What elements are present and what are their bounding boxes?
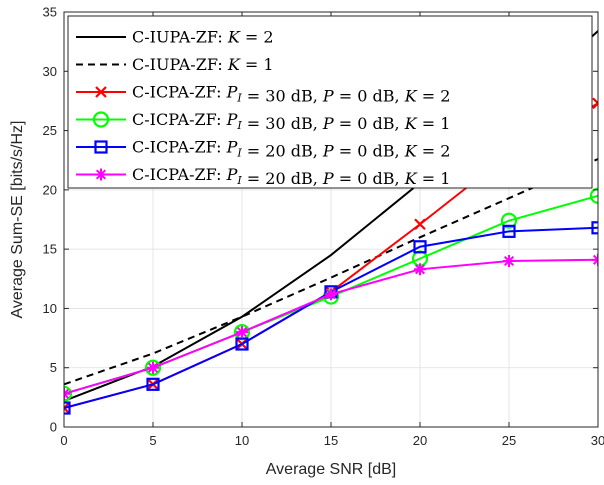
legend-text-part: = 2 bbox=[240, 28, 274, 47]
y-axis-title: Average Sum-SE [bits/s/Hz] bbox=[9, 121, 26, 319]
legend-text-part: = 0 dB, bbox=[334, 169, 405, 188]
square-marker bbox=[235, 337, 249, 351]
legend-text-part: = 20 dB, bbox=[242, 142, 323, 161]
legend-text-part: = 2 bbox=[417, 87, 451, 106]
legend-subscript: I bbox=[236, 174, 242, 187]
series-line bbox=[64, 158, 598, 386]
legend-item-4: C-ICPA-ZF: PI = 30 dB, P = 0 dB, K = 1 bbox=[76, 110, 450, 133]
legend-math: P bbox=[322, 169, 334, 188]
legend-label: C-ICPA-ZF: PI = 20 dB, P = 0 dB, K = 1 bbox=[132, 165, 450, 188]
legend-text-part: C-IUPA-ZF: bbox=[132, 55, 228, 74]
x-marker bbox=[592, 97, 598, 110]
legend-box bbox=[67, 15, 593, 189]
legend-math: K bbox=[404, 114, 418, 133]
legend-text-part: = 20 dB, bbox=[242, 169, 323, 188]
legend-text-part: C-IUPA-ZF: bbox=[132, 28, 228, 47]
legend-text-part: C-ICPA-ZF: bbox=[132, 110, 227, 129]
y-tick-label: 30 bbox=[43, 64, 57, 79]
legend-label: C-IUPA-ZF: K = 2 bbox=[132, 28, 274, 47]
legend-subscript: I bbox=[236, 92, 242, 105]
asterisk-marker bbox=[95, 168, 107, 181]
asterisk-marker bbox=[414, 263, 426, 276]
asterisk-marker bbox=[503, 255, 515, 267]
square-marker bbox=[146, 377, 160, 391]
circle-marker bbox=[589, 187, 598, 204]
x-tick-label: 20 bbox=[413, 433, 427, 448]
y-tick-label: 5 bbox=[50, 360, 57, 375]
legend-label: C-ICPA-ZF: PI = 30 dB, P = 0 dB, K = 2 bbox=[132, 83, 450, 106]
legend-subscript: I bbox=[236, 147, 242, 160]
y-tick-label: 0 bbox=[50, 420, 57, 435]
square-marker bbox=[502, 224, 516, 238]
circle-marker bbox=[500, 212, 518, 229]
x-tick-label: 0 bbox=[60, 433, 67, 448]
legend-text-part: = 2 bbox=[417, 142, 451, 161]
asterisk-marker bbox=[236, 326, 248, 339]
y-tick-label: 20 bbox=[43, 182, 57, 197]
x-tick-label: 30 bbox=[591, 433, 604, 448]
square-marker bbox=[591, 221, 598, 235]
legend-text-part: C-ICPA-ZF: bbox=[132, 165, 227, 184]
y-tick-label: 15 bbox=[43, 242, 57, 257]
legend-math: P bbox=[322, 142, 334, 161]
legend-label: C-ICPA-ZF: PI = 20 dB, P = 0 dB, K = 2 bbox=[132, 138, 450, 161]
legend-item-3: C-ICPA-ZF: PI = 30 dB, P = 0 dB, K = 2 bbox=[76, 83, 450, 106]
legend-math: P bbox=[322, 87, 334, 106]
legend-item-1: C-IUPA-ZF: K = 2 bbox=[76, 28, 274, 47]
legend-text-part: C-ICPA-ZF: bbox=[132, 138, 227, 157]
x-tick-label: 5 bbox=[149, 433, 156, 448]
legend-math: P bbox=[226, 138, 238, 157]
legend-text-part: = 30 dB, bbox=[242, 87, 323, 106]
legend-subscript: I bbox=[236, 119, 242, 132]
legend-label: C-ICPA-ZF: PI = 30 dB, P = 0 dB, K = 1 bbox=[132, 110, 450, 133]
circle-marker bbox=[144, 359, 162, 376]
legend-text-part: C-ICPA-ZF: bbox=[132, 83, 227, 102]
legend-text-part: = 0 dB, bbox=[334, 114, 405, 133]
y-tick-label: 35 bbox=[43, 5, 57, 20]
legend-math: K bbox=[404, 169, 418, 188]
asterisk-marker bbox=[325, 288, 337, 301]
square-marker bbox=[94, 140, 108, 154]
circle-marker bbox=[64, 385, 73, 402]
x-axis-title: Average SNR [dB] bbox=[266, 461, 396, 478]
legend-text-part: = 1 bbox=[417, 114, 451, 133]
x-marker bbox=[64, 402, 70, 414]
legend-math: P bbox=[226, 165, 238, 184]
legend-math: K bbox=[404, 87, 418, 106]
y-tick-label: 25 bbox=[43, 123, 57, 138]
legend-math: K bbox=[404, 142, 418, 161]
x-tick-label: 25 bbox=[502, 433, 516, 448]
legend-math: P bbox=[322, 114, 334, 133]
tick-labels: 0 5 10 15 20 25 30 0 5 10 15 20 25 30 35 bbox=[43, 5, 604, 449]
square-marker bbox=[64, 401, 71, 415]
legend: C-IUPA-ZF: K = 2C-IUPA-ZF: K = 1C-ICPA-Z… bbox=[67, 15, 593, 189]
legend-item-6: C-ICPA-ZF: PI = 20 dB, P = 0 dB, K = 1 bbox=[76, 165, 450, 188]
x-marker bbox=[95, 86, 107, 98]
legend-math: K bbox=[227, 55, 241, 74]
x-tick-label: 15 bbox=[324, 433, 338, 448]
x-tick-label: 10 bbox=[235, 433, 249, 448]
legend-text-part: = 1 bbox=[240, 55, 274, 74]
legend-label: C-IUPA-ZF: K = 1 bbox=[132, 55, 274, 74]
square-marker bbox=[413, 240, 427, 254]
legend-math: P bbox=[226, 110, 238, 129]
asterisk-marker bbox=[147, 361, 159, 374]
legend-text-part: = 0 dB, bbox=[334, 87, 405, 106]
legend-item-5: C-ICPA-ZF: PI = 20 dB, P = 0 dB, K = 2 bbox=[76, 138, 450, 161]
legend-math: P bbox=[226, 83, 238, 102]
series-6 bbox=[64, 253, 598, 400]
circle-marker bbox=[92, 111, 110, 128]
legend-text-part: = 0 dB, bbox=[334, 142, 405, 161]
legend-text-part: = 30 dB, bbox=[242, 114, 323, 133]
y-tick-label: 10 bbox=[43, 301, 57, 316]
legend-math: K bbox=[227, 28, 241, 47]
x-marker bbox=[414, 218, 426, 231]
legend-text-part: = 1 bbox=[417, 169, 451, 188]
series-2 bbox=[64, 158, 598, 386]
legend-item-2: C-IUPA-ZF: K = 1 bbox=[76, 55, 274, 74]
